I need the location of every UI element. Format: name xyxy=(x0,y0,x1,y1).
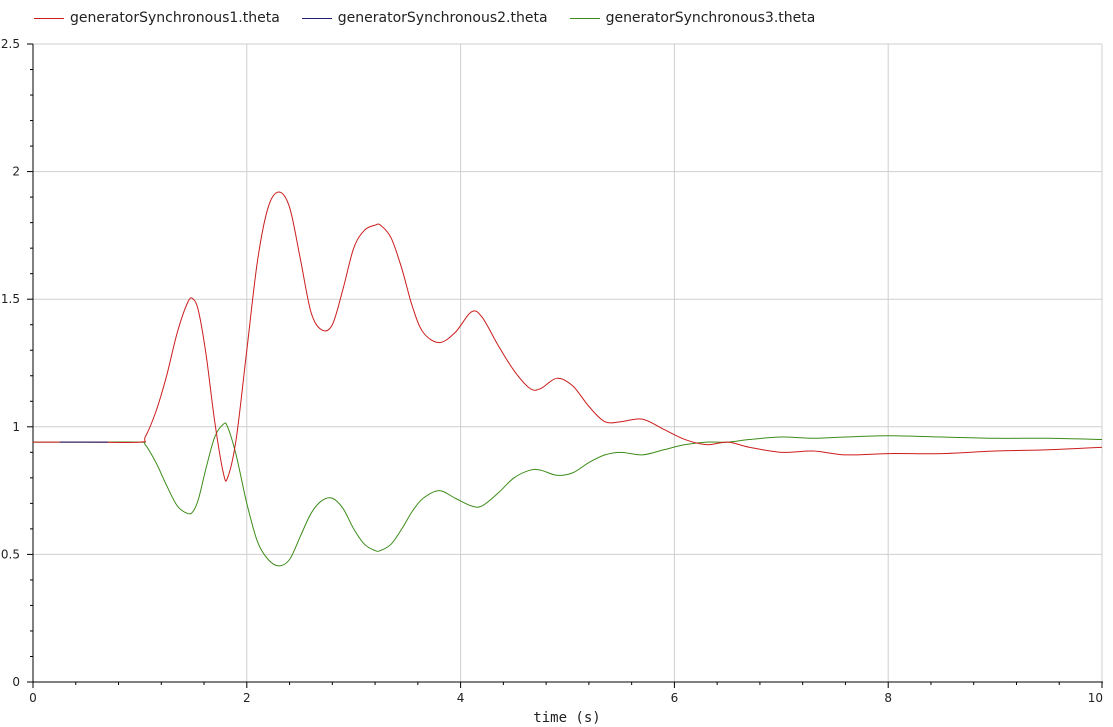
x-tick-label: 10 xyxy=(1088,691,1103,705)
y-tick-label: 1.5 xyxy=(1,292,20,306)
legend-entry-series-1: generatorSynchronous1.theta xyxy=(34,10,280,26)
y-tick-label: 1 xyxy=(12,420,20,434)
legend-swatch-series-2 xyxy=(301,17,332,19)
y-tick-label: 2.5 xyxy=(1,37,20,51)
series-line-1 xyxy=(33,191,1103,482)
x-tick-label: 6 xyxy=(671,691,679,705)
legend-label-series-2: generatorSynchronous2.theta xyxy=(337,10,548,26)
legend-swatch-series-1 xyxy=(34,17,64,19)
x-tick-label: 2 xyxy=(243,691,251,705)
legend: generatorSynchronous1.theta generatorSyn… xyxy=(34,8,837,28)
legend-label-series-3: generatorSynchronous3.theta xyxy=(605,10,816,26)
legend-label-series-1: generatorSynchronous1.theta xyxy=(70,10,280,26)
legend-swatch-series-3 xyxy=(569,17,600,19)
series-line-3 xyxy=(33,422,1103,567)
x-tick-label: 4 xyxy=(457,691,465,705)
x-tick-label: 8 xyxy=(884,691,892,705)
x-axis-label: time (s) xyxy=(533,710,600,726)
series-lines xyxy=(33,191,1103,567)
x-tick-label: 0 xyxy=(29,691,37,705)
y-tick-label: 0.5 xyxy=(1,547,20,561)
legend-entry-series-3: generatorSynchronous3.theta xyxy=(569,10,816,26)
y-tick-label: 0 xyxy=(12,675,20,689)
y-tick-label: 2 xyxy=(12,165,20,179)
axes: 0 0.5 1 1.5 2 2.5 0 2 4 6 8 10 xyxy=(1,37,1103,705)
grid xyxy=(33,43,1103,682)
legend-entry-series-2: generatorSynchronous2.theta xyxy=(301,10,548,26)
